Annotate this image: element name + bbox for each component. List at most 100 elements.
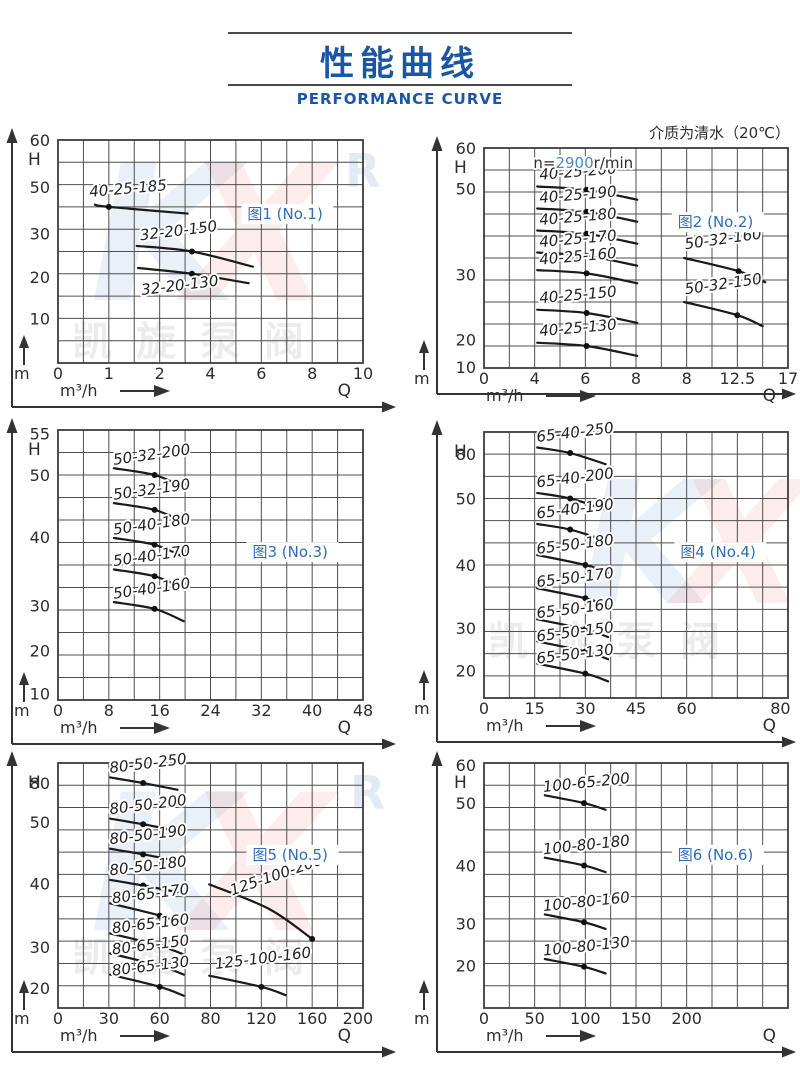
rated-point-dot-50-32-200 xyxy=(151,472,158,478)
title-rule-bottom xyxy=(228,84,572,86)
x-tick-label: 48 xyxy=(353,701,373,720)
figure-number-label: 图6 (No.6) xyxy=(678,846,753,864)
x-tick-label: 6 xyxy=(580,369,590,388)
flow-unit-arrow-icon xyxy=(580,390,596,402)
x-axis-arrowhead-icon xyxy=(782,1046,796,1058)
chart-canvas: 0 30 60 80 120 160 200 80 50 40 30 20 Hm m³/h Q 80-50-2… xyxy=(6,748,396,1058)
x-tick-label: 120 xyxy=(246,1009,277,1028)
y-axis-arrowhead-icon xyxy=(6,751,18,766)
rated-point-dot-80-65-160 xyxy=(156,942,163,949)
x-tick-label: 200 xyxy=(343,1009,374,1028)
x-tick-label: 160 xyxy=(297,1009,328,1028)
y-tick-label: 30 xyxy=(30,938,50,957)
x-tick-label: 8 xyxy=(682,369,692,388)
page-header: 性能曲线 PERFORMANCE CURVE xyxy=(0,28,800,120)
y-tick-label: 50 xyxy=(456,180,476,199)
curve-100-80-180 xyxy=(543,856,607,874)
rated-point-dot-65-40-190 xyxy=(567,526,574,533)
rated-point-dot-80-50-200 xyxy=(140,821,147,828)
rated-point-dot-32-20-150 xyxy=(188,248,195,255)
x-axis-arrowhead-icon xyxy=(382,401,396,413)
y-tick-label: 30 xyxy=(456,914,476,933)
grid-frame xyxy=(483,147,789,369)
y-tick-label: 60 xyxy=(30,131,50,150)
x-tick-label: 0 xyxy=(479,1009,489,1028)
rated-point-dot-40-25-180 xyxy=(583,230,590,237)
flow-unit-arrow-icon xyxy=(154,722,170,734)
y-tick-label: 40 xyxy=(456,556,476,575)
speed-annotation: n=2900r/min xyxy=(533,154,633,172)
x-axis-title: Q xyxy=(763,1026,776,1046)
axis-arrows xyxy=(419,751,796,1058)
x-axis-arrowhead-icon xyxy=(382,1046,396,1058)
y-tick-label: 40 xyxy=(30,528,50,547)
curve-label-80-50-200: 80-50-200 xyxy=(108,791,187,818)
rated-point-dot-65-50-170 xyxy=(582,595,589,602)
y-tick-label: 10 xyxy=(456,358,476,377)
rated-point-dot-40-25-130 xyxy=(583,343,590,349)
y-tick-label: 20 xyxy=(456,330,476,349)
page-subtitle: PERFORMANCE CURVE xyxy=(296,90,504,108)
y-tick-label: 50 xyxy=(30,178,50,197)
x-axis-unit: m³/h xyxy=(60,718,98,737)
curve-label-100-80-160: 100-80-160 xyxy=(542,888,631,915)
y-tick-label: 30 xyxy=(30,225,50,244)
rated-point-dot-100-80-160 xyxy=(581,919,588,926)
x-tick-label: 4 xyxy=(205,364,215,383)
flow-unit-arrow-icon xyxy=(154,385,170,397)
head-unit-arrow-icon xyxy=(19,335,29,348)
y-tick-label: 10 xyxy=(30,309,50,328)
x-tick-label: 10 xyxy=(353,364,373,383)
grid xyxy=(483,147,789,369)
x-tick-label: 6 xyxy=(256,364,266,383)
y-tick-label: 10 xyxy=(30,684,50,703)
x-tick-label: 0 xyxy=(53,701,63,720)
curve-label-40-25-190: 40-25-190 xyxy=(539,182,618,207)
head-unit-arrow-icon xyxy=(419,980,429,993)
curve-label-100-80-180: 100-80-180 xyxy=(542,831,631,858)
curve-65-40-250 xyxy=(536,446,607,466)
x-tick-label: 30 xyxy=(575,699,595,718)
rated-point-dot-80-50-250 xyxy=(140,780,147,787)
x-axis-title: Q xyxy=(338,1026,351,1046)
y-axis-title: H xyxy=(454,158,467,178)
head-unit-arrow-icon xyxy=(19,672,29,685)
y-axis-unit: m xyxy=(414,699,430,718)
rated-point-dot-50-32-190 xyxy=(151,506,158,513)
x-axis-unit: m³/h xyxy=(486,1026,524,1045)
chart-canvas: 0 1 2 4 6 8 10 60 50 30 20 10 Hm m³/h Q 40-25-185 32-20-… xyxy=(6,128,396,413)
curve-label-100-65-200: 100-65-200 xyxy=(542,769,631,796)
rated-point-dot-50-40-180 xyxy=(151,541,158,548)
figure-label-band xyxy=(241,204,334,225)
y-tick-label: 80 xyxy=(30,774,50,793)
y-axis-arrowhead-icon xyxy=(431,136,443,151)
curve-label-32-20-150: 32-20-150 xyxy=(139,217,218,244)
x-axis-title: Q xyxy=(338,718,351,738)
rated-point-dot-65-40-250 xyxy=(567,450,574,457)
x-axis-title: Q xyxy=(763,386,776,406)
rated-point-dot-65-50-160 xyxy=(582,626,589,633)
y-tick-label: 20 xyxy=(30,642,50,661)
curve-100-80-160 xyxy=(543,913,607,931)
x-tick-label: 60 xyxy=(149,1009,169,1028)
curve-label-40-25-130: 40-25-130 xyxy=(539,315,618,340)
curve-label-50-40-160: 50-40-160 xyxy=(112,574,191,603)
curve-100-80-130 xyxy=(543,957,607,975)
curve-50-32-150 xyxy=(683,300,764,328)
curve-50-40-160 xyxy=(112,601,185,623)
figure-number-label: 图5 (No.5) xyxy=(252,846,327,864)
rated-point-dot-50-40-160 xyxy=(151,605,158,612)
x-tick-label: 40 xyxy=(302,701,322,720)
x-axis-unit: m³/h xyxy=(486,386,524,405)
y-tick-label: 60 xyxy=(456,756,476,775)
rated-point-dot-40-25-200 xyxy=(583,186,590,193)
y-tick-label: 30 xyxy=(30,597,50,616)
curve-125-100-200 xyxy=(208,883,314,941)
rated-point-dot-80-50-190 xyxy=(140,851,147,858)
x-tick-label: 100 xyxy=(570,1009,601,1028)
x-tick-label: 8 xyxy=(307,364,317,383)
x-tick-label: 60 xyxy=(676,699,696,718)
